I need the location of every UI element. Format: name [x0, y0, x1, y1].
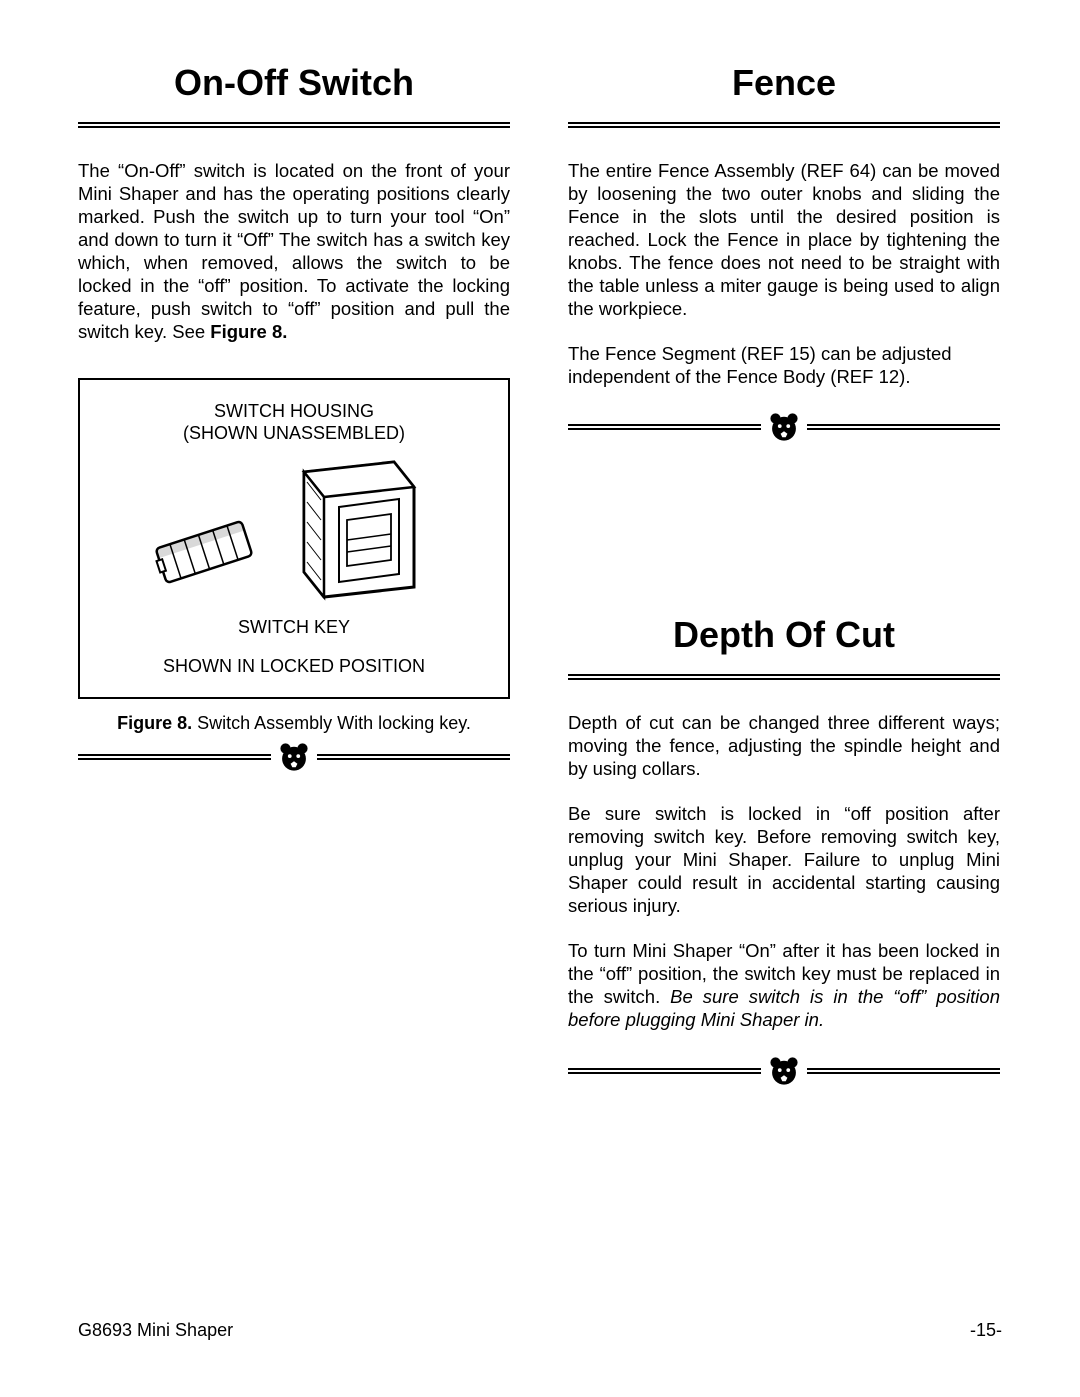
bear-icon — [767, 1054, 801, 1088]
title-rule — [78, 122, 510, 128]
fig-top-line1: SWITCH HOUSING — [214, 401, 374, 421]
divider-line — [317, 754, 510, 760]
divider-line — [568, 424, 761, 430]
divider-line — [807, 1068, 1000, 1074]
fence-p1: The entire Fence Assembly (REF 64) can b… — [568, 160, 1000, 321]
title-rule — [568, 122, 1000, 128]
page-footer: G8693 Mini Shaper -15- — [78, 1320, 1002, 1341]
fig-cap-bold: Figure 8. — [117, 713, 192, 733]
figure-8-caption: Figure 8. Switch Assembly With locking k… — [78, 713, 510, 734]
figure-8-box: SWITCH HOUSING (SHOWN UNASSEMBLED) — [78, 378, 510, 699]
page-content: On-Off Switch The “On-Off” switch is loc… — [0, 0, 1080, 1128]
on-off-para-text: The “On-Off” switch is located on the fr… — [78, 160, 510, 342]
divider-line — [807, 424, 1000, 430]
footer-left: G8693 Mini Shaper — [78, 1320, 233, 1341]
fig-cap-rest: Switch Assembly With locking key. — [192, 713, 471, 733]
depth-p2: Be sure switch is locked in “off positio… — [568, 803, 1000, 918]
fig-bot-label: SHOWN IN LOCKED POSITION — [90, 656, 498, 677]
left-column: On-Off Switch The “On-Off” switch is loc… — [78, 62, 510, 1128]
title-rule — [568, 674, 1000, 680]
bear-divider-fence — [568, 410, 1000, 444]
fig-mid-label: SWITCH KEY — [90, 617, 498, 638]
bear-divider-depth — [568, 1054, 1000, 1088]
figure-illustration — [90, 457, 498, 607]
footer-right: -15- — [970, 1320, 1002, 1341]
divider-line — [568, 1068, 761, 1074]
fence-p2: The Fence Segment (REF 15) can be adjust… — [568, 343, 1000, 389]
figure-ref: Figure 8. — [210, 321, 287, 342]
bear-icon — [277, 740, 311, 774]
right-column: Fence The entire Fence Assembly (REF 64)… — [568, 62, 1000, 1128]
bear-divider-left — [78, 740, 510, 774]
spacer — [568, 484, 1000, 614]
bear-icon — [767, 410, 801, 444]
on-off-paragraph: The “On-Off” switch is located on the fr… — [78, 160, 510, 344]
on-off-title: On-Off Switch — [78, 62, 510, 104]
depth-p1: Depth of cut can be changed three differ… — [568, 712, 1000, 781]
depth-title: Depth Of Cut — [568, 614, 1000, 656]
fig-top-label: SWITCH HOUSING (SHOWN UNASSEMBLED) — [90, 400, 498, 445]
switch-housing-drawing — [94, 457, 494, 607]
divider-line — [78, 754, 271, 760]
depth-p3: To turn Mini Shaper “On” after it has be… — [568, 940, 1000, 1032]
fig-top-line2: (SHOWN UNASSEMBLED) — [183, 423, 405, 443]
fence-title: Fence — [568, 62, 1000, 104]
